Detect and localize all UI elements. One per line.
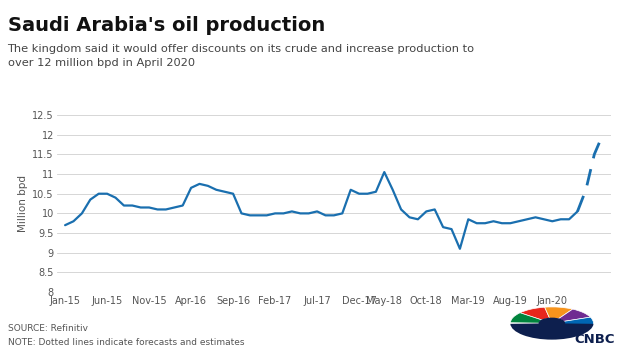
Text: The kingdom said it would offer discounts on its crude and increase production t: The kingdom said it would offer discount… bbox=[8, 44, 474, 68]
Text: SOURCE: Refinitiv: SOURCE: Refinitiv bbox=[8, 324, 88, 333]
Circle shape bbox=[539, 318, 564, 328]
Wedge shape bbox=[510, 323, 593, 339]
Text: CNBC: CNBC bbox=[575, 333, 615, 346]
Text: NOTE: Dotted lines indicate forecasts and estimates: NOTE: Dotted lines indicate forecasts an… bbox=[8, 338, 244, 347]
Text: Saudi Arabia's oil production: Saudi Arabia's oil production bbox=[8, 16, 325, 35]
Y-axis label: Million bpd: Million bpd bbox=[18, 175, 28, 232]
Wedge shape bbox=[564, 317, 593, 328]
Wedge shape bbox=[520, 307, 550, 320]
Wedge shape bbox=[545, 307, 573, 319]
Wedge shape bbox=[510, 313, 542, 323]
Wedge shape bbox=[558, 309, 590, 321]
